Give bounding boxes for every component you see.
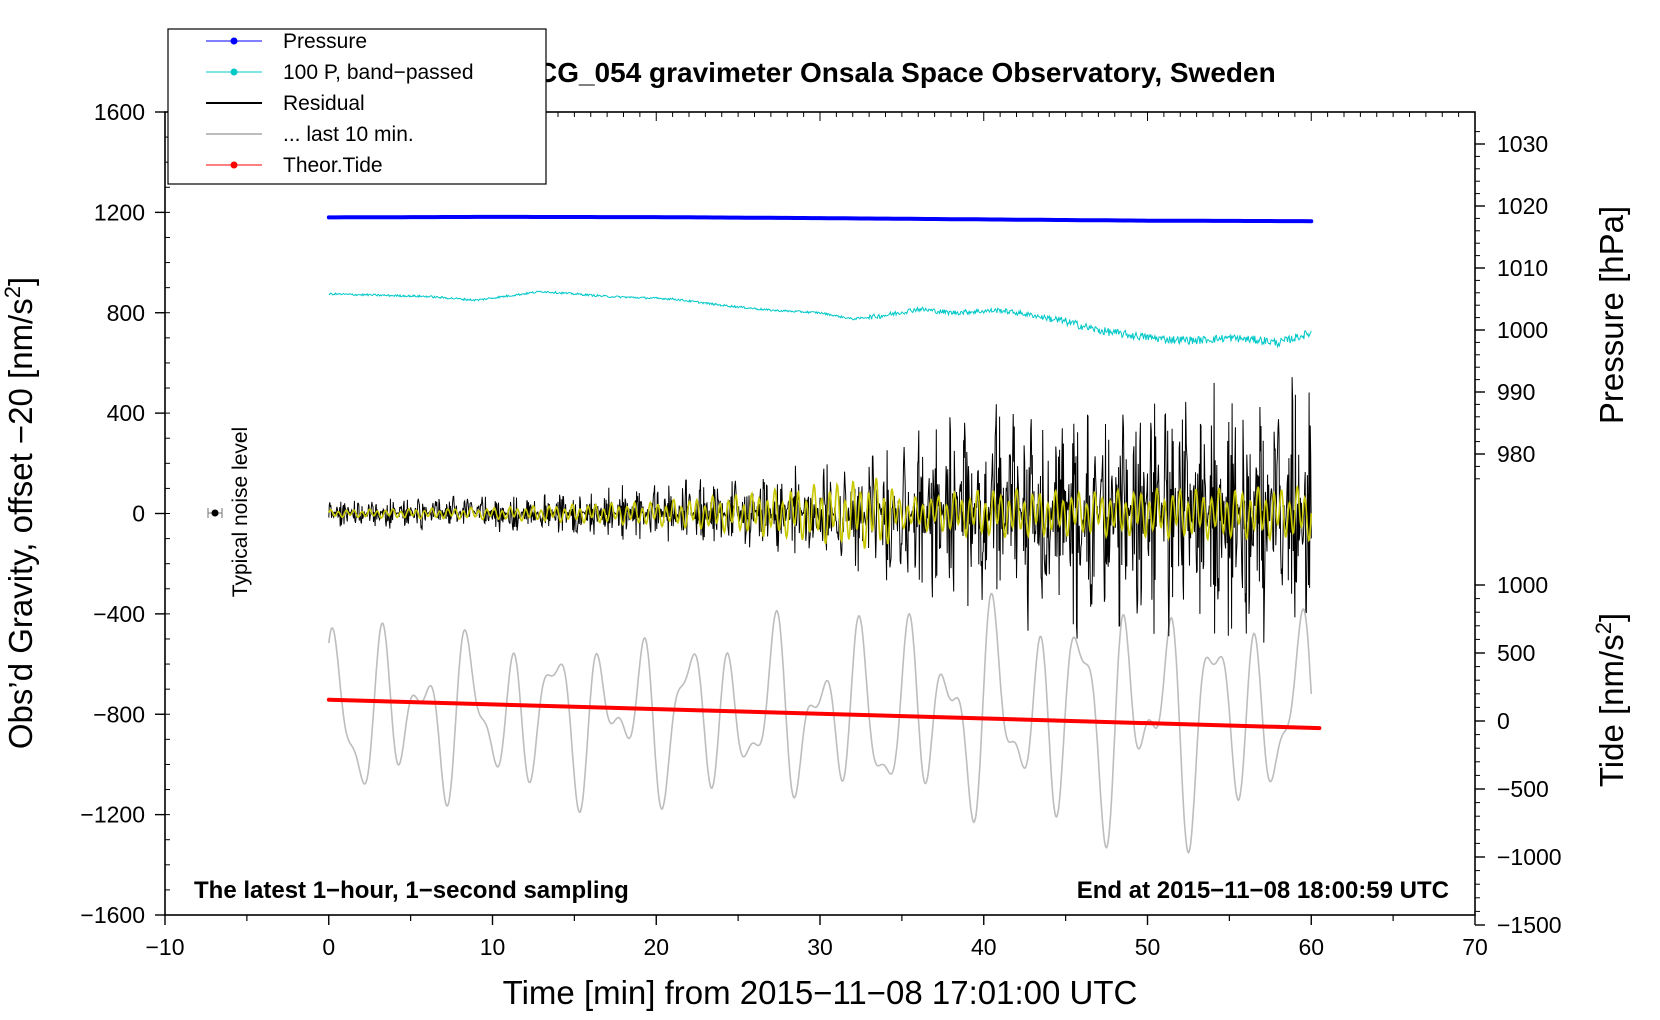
pressure-tick-label: 1020 [1497,193,1548,219]
y-axis: 1600 1200 800 400 0 −400 −800 −1200 −1600 [80,99,165,928]
noise-dot [211,509,219,517]
y-tick-label: 1600 [94,99,145,125]
y-axis-title-main: Obs’d Gravity, offset −20 [nm/s [2,298,39,749]
bottom-left-annotation: The latest 1−hour, 1−second sampling [194,877,629,904]
legend-marker [230,161,238,169]
y-axis-title-tail: ] [2,277,39,286]
tide-tick-label: 1000 [1497,572,1548,598]
y-tick-label: −400 [93,601,145,627]
series-100p-band-passed [328,290,1312,349]
pressure-tick-label: 1000 [1497,317,1548,343]
x-tick-label: 0 [322,934,335,960]
tide-axis-title: Tide [nm/s2] [1591,613,1630,787]
pressure-tick-label: 1030 [1497,131,1548,157]
tide-axis: 1000 500 0 −500 −1000 −1500 [1475,572,1562,938]
tide-axis-title-tail: ] [1593,613,1630,622]
y-tick-label: −1200 [80,802,145,828]
tide-tick-label: −1500 [1497,912,1562,938]
legend-label: Pressure [283,30,367,53]
series-pressure [326,214,1314,224]
x-axis-title: Time [min] from 2015−11−08 17:01:00 UTC [503,974,1138,1011]
chart-title: SCG_054 gravimeter Onsala Space Observat… [518,57,1275,88]
noise-level-marker [207,508,223,518]
tide-tick-label: −1000 [1497,844,1562,870]
legend: Pressure 100 P, band−passed Residual ... la… [167,28,547,185]
x-tick-label: 60 [1298,934,1324,960]
tide-tick-label: 500 [1497,640,1535,666]
bottom-right-annotation: End at 2015−11−08 18:00:59 UTC [1077,877,1449,904]
pressure-axis: 1030 1020 1010 1000 990 980 [1475,131,1548,480]
legend-label: 100 P, band−passed [283,61,474,84]
x-tick-label: 20 [643,934,669,960]
series-band-passed-residual [328,477,1313,549]
y-axis-title: Obs’d Gravity, offset −20 [nm/s2] [0,277,39,749]
legend-marker [230,37,238,45]
x-tick-label: 30 [807,934,833,960]
pressure-tick-label: 1010 [1497,255,1548,281]
pressure-tick-label: 980 [1497,441,1535,467]
legend-label: Theor.Tide [283,154,383,177]
tide-tick-label: 0 [1497,708,1510,734]
x-tick-label: −10 [145,934,184,960]
legend-label: Residual [283,92,365,115]
pressure-axis-title: Pressure [hPa] [1593,206,1630,424]
series-layer [326,214,1322,855]
y-axis-title-sup: 2 [0,286,25,298]
tide-axis-title-sup: 2 [1591,622,1616,634]
x-tick-label: 50 [1135,934,1161,960]
series-residual [328,377,1312,643]
y-tick-label: 400 [107,400,145,426]
y-tick-label: −800 [93,701,145,727]
tide-axis-title-main: Tide [nm/s [1593,634,1630,787]
tide-tick-label: −500 [1497,776,1549,802]
legend-label: ... last 10 min. [283,123,414,146]
y-tick-label: 800 [107,300,145,326]
series-theor-tide [326,697,1322,731]
y-tick-label: 0 [132,501,145,527]
legend-box [167,28,547,185]
pressure-tick-label: 990 [1497,379,1535,405]
y-tick-label: −1600 [80,902,145,928]
x-axis: −10 0 10 20 30 40 50 60 70 [145,915,1488,960]
x-tick-label: 10 [480,934,506,960]
x-tick-label: 70 [1462,934,1488,960]
legend-marker [230,68,238,76]
x-tick-label: 40 [971,934,997,960]
noise-label: Typical noise level [229,427,252,597]
y-tick-label: 1200 [94,199,145,225]
